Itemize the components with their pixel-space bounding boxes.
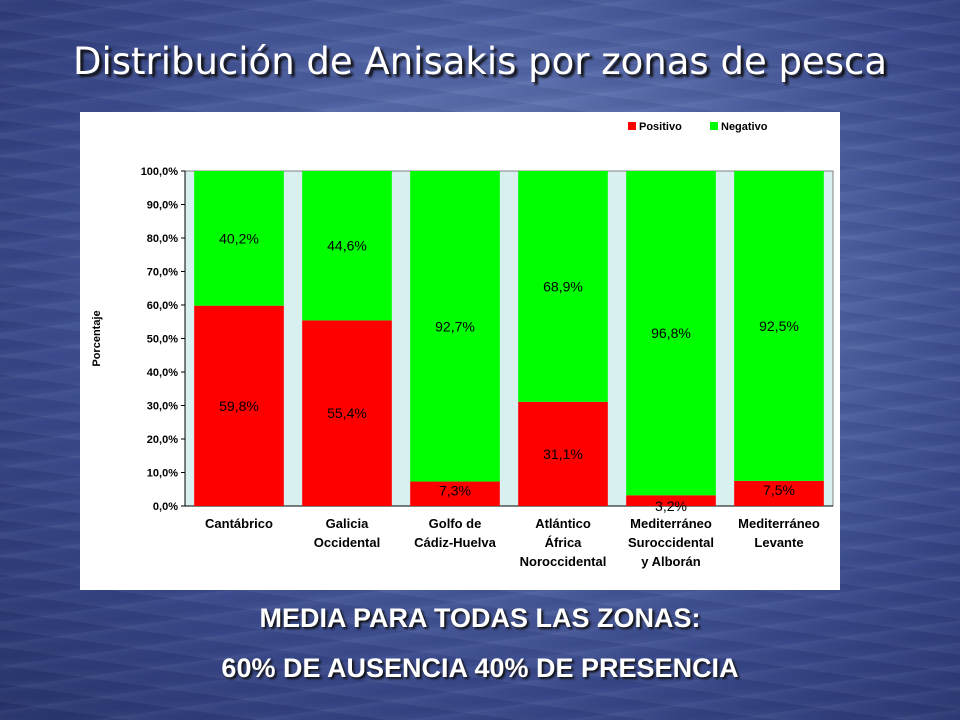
bar-negativo bbox=[410, 171, 500, 482]
stacked-bar-chart: 0,0% 10,0% 20,0% 30,0% 40,0% 50,0% 60,0% 70,0% 8… bbox=[91, 121, 834, 569]
x-tick-label: Levante bbox=[754, 535, 803, 550]
y-tick-label: 100,0% bbox=[141, 166, 179, 178]
x-tick-label: Suroccidental bbox=[628, 535, 714, 550]
data-label-negativo: 40,2% bbox=[219, 230, 259, 246]
x-tick-label: Cantábrico bbox=[205, 516, 273, 531]
bar-negativo bbox=[518, 171, 608, 402]
data-label-negativo: 68,9% bbox=[543, 278, 583, 294]
x-tick-label: Golfo de bbox=[429, 516, 482, 531]
y-tick-label: 40,0% bbox=[147, 367, 178, 379]
legend-swatch-positivo bbox=[628, 122, 636, 130]
x-tick-label: Atlántico bbox=[535, 516, 591, 531]
x-tick-label: Mediterráneo bbox=[630, 516, 712, 531]
data-label-positivo: 3,2% bbox=[655, 498, 687, 514]
slide-title: Distribución de Anisakis por zonas de pe… bbox=[72, 40, 888, 83]
bar-negativo bbox=[626, 171, 716, 496]
legend-label-positivo: Positivo bbox=[639, 121, 682, 133]
x-tick-label: Galicia bbox=[326, 516, 369, 531]
y-tick-label: 60,0% bbox=[147, 300, 178, 312]
bar-negativo bbox=[194, 171, 284, 306]
data-label-positivo: 59,8% bbox=[219, 398, 259, 414]
bar-negativo bbox=[734, 171, 824, 481]
bar-positivo bbox=[302, 320, 392, 506]
legend-label-negativo: Negativo bbox=[721, 121, 768, 133]
y-tick-label: 50,0% bbox=[147, 334, 178, 346]
bar-positivo bbox=[734, 480, 824, 506]
x-tick-label: y Alborán bbox=[641, 554, 701, 569]
bar-positivo bbox=[410, 481, 500, 506]
y-tick-label: 0,0% bbox=[153, 501, 178, 513]
data-label-negativo: 92,7% bbox=[435, 318, 475, 334]
footer-summary-values: 60% DE AUSENCIA 40% DE PRESENCIA bbox=[221, 653, 739, 683]
data-label-negativo: 44,6% bbox=[327, 238, 367, 254]
bar-negativo bbox=[302, 171, 392, 321]
x-tick-label: África bbox=[545, 535, 583, 550]
x-tick-label: Noroccidental bbox=[520, 554, 607, 569]
data-label-negativo: 96,8% bbox=[651, 325, 691, 341]
x-tick-label: Occidental bbox=[314, 535, 380, 550]
legend-swatch-negativo bbox=[710, 122, 718, 130]
data-label-positivo: 55,4% bbox=[327, 405, 367, 421]
data-label-positivo: 7,5% bbox=[763, 482, 795, 498]
data-label-positivo: 31,1% bbox=[543, 446, 583, 462]
chart-area: 0,0% 10,0% 20,0% 30,0% 40,0% 50,0% 60,0% 70,0% 8… bbox=[80, 112, 840, 590]
y-tick-label: 20,0% bbox=[147, 434, 178, 446]
y-tick-label: 90,0% bbox=[147, 200, 178, 212]
y-tick-label: 80,0% bbox=[147, 233, 178, 245]
y-tick-label: 30,0% bbox=[147, 401, 178, 413]
data-label-positivo: 7,3% bbox=[439, 483, 471, 499]
footer-summary-heading: MEDIA PARA TODAS LAS ZONAS: bbox=[259, 603, 701, 633]
bar-positivo bbox=[626, 495, 716, 506]
y-axis-title: Porcentaje bbox=[91, 310, 103, 366]
y-tick-label: 10,0% bbox=[147, 468, 178, 480]
y-tick-label: 70,0% bbox=[147, 267, 178, 279]
bar-positivo bbox=[518, 401, 608, 506]
x-tick-label: Mediterráneo bbox=[738, 516, 820, 531]
plot-background bbox=[184, 170, 834, 507]
data-label-negativo: 92,5% bbox=[759, 318, 799, 334]
bar-positivo bbox=[194, 305, 284, 506]
x-tick-label: Cádiz-Huelva bbox=[414, 535, 496, 550]
